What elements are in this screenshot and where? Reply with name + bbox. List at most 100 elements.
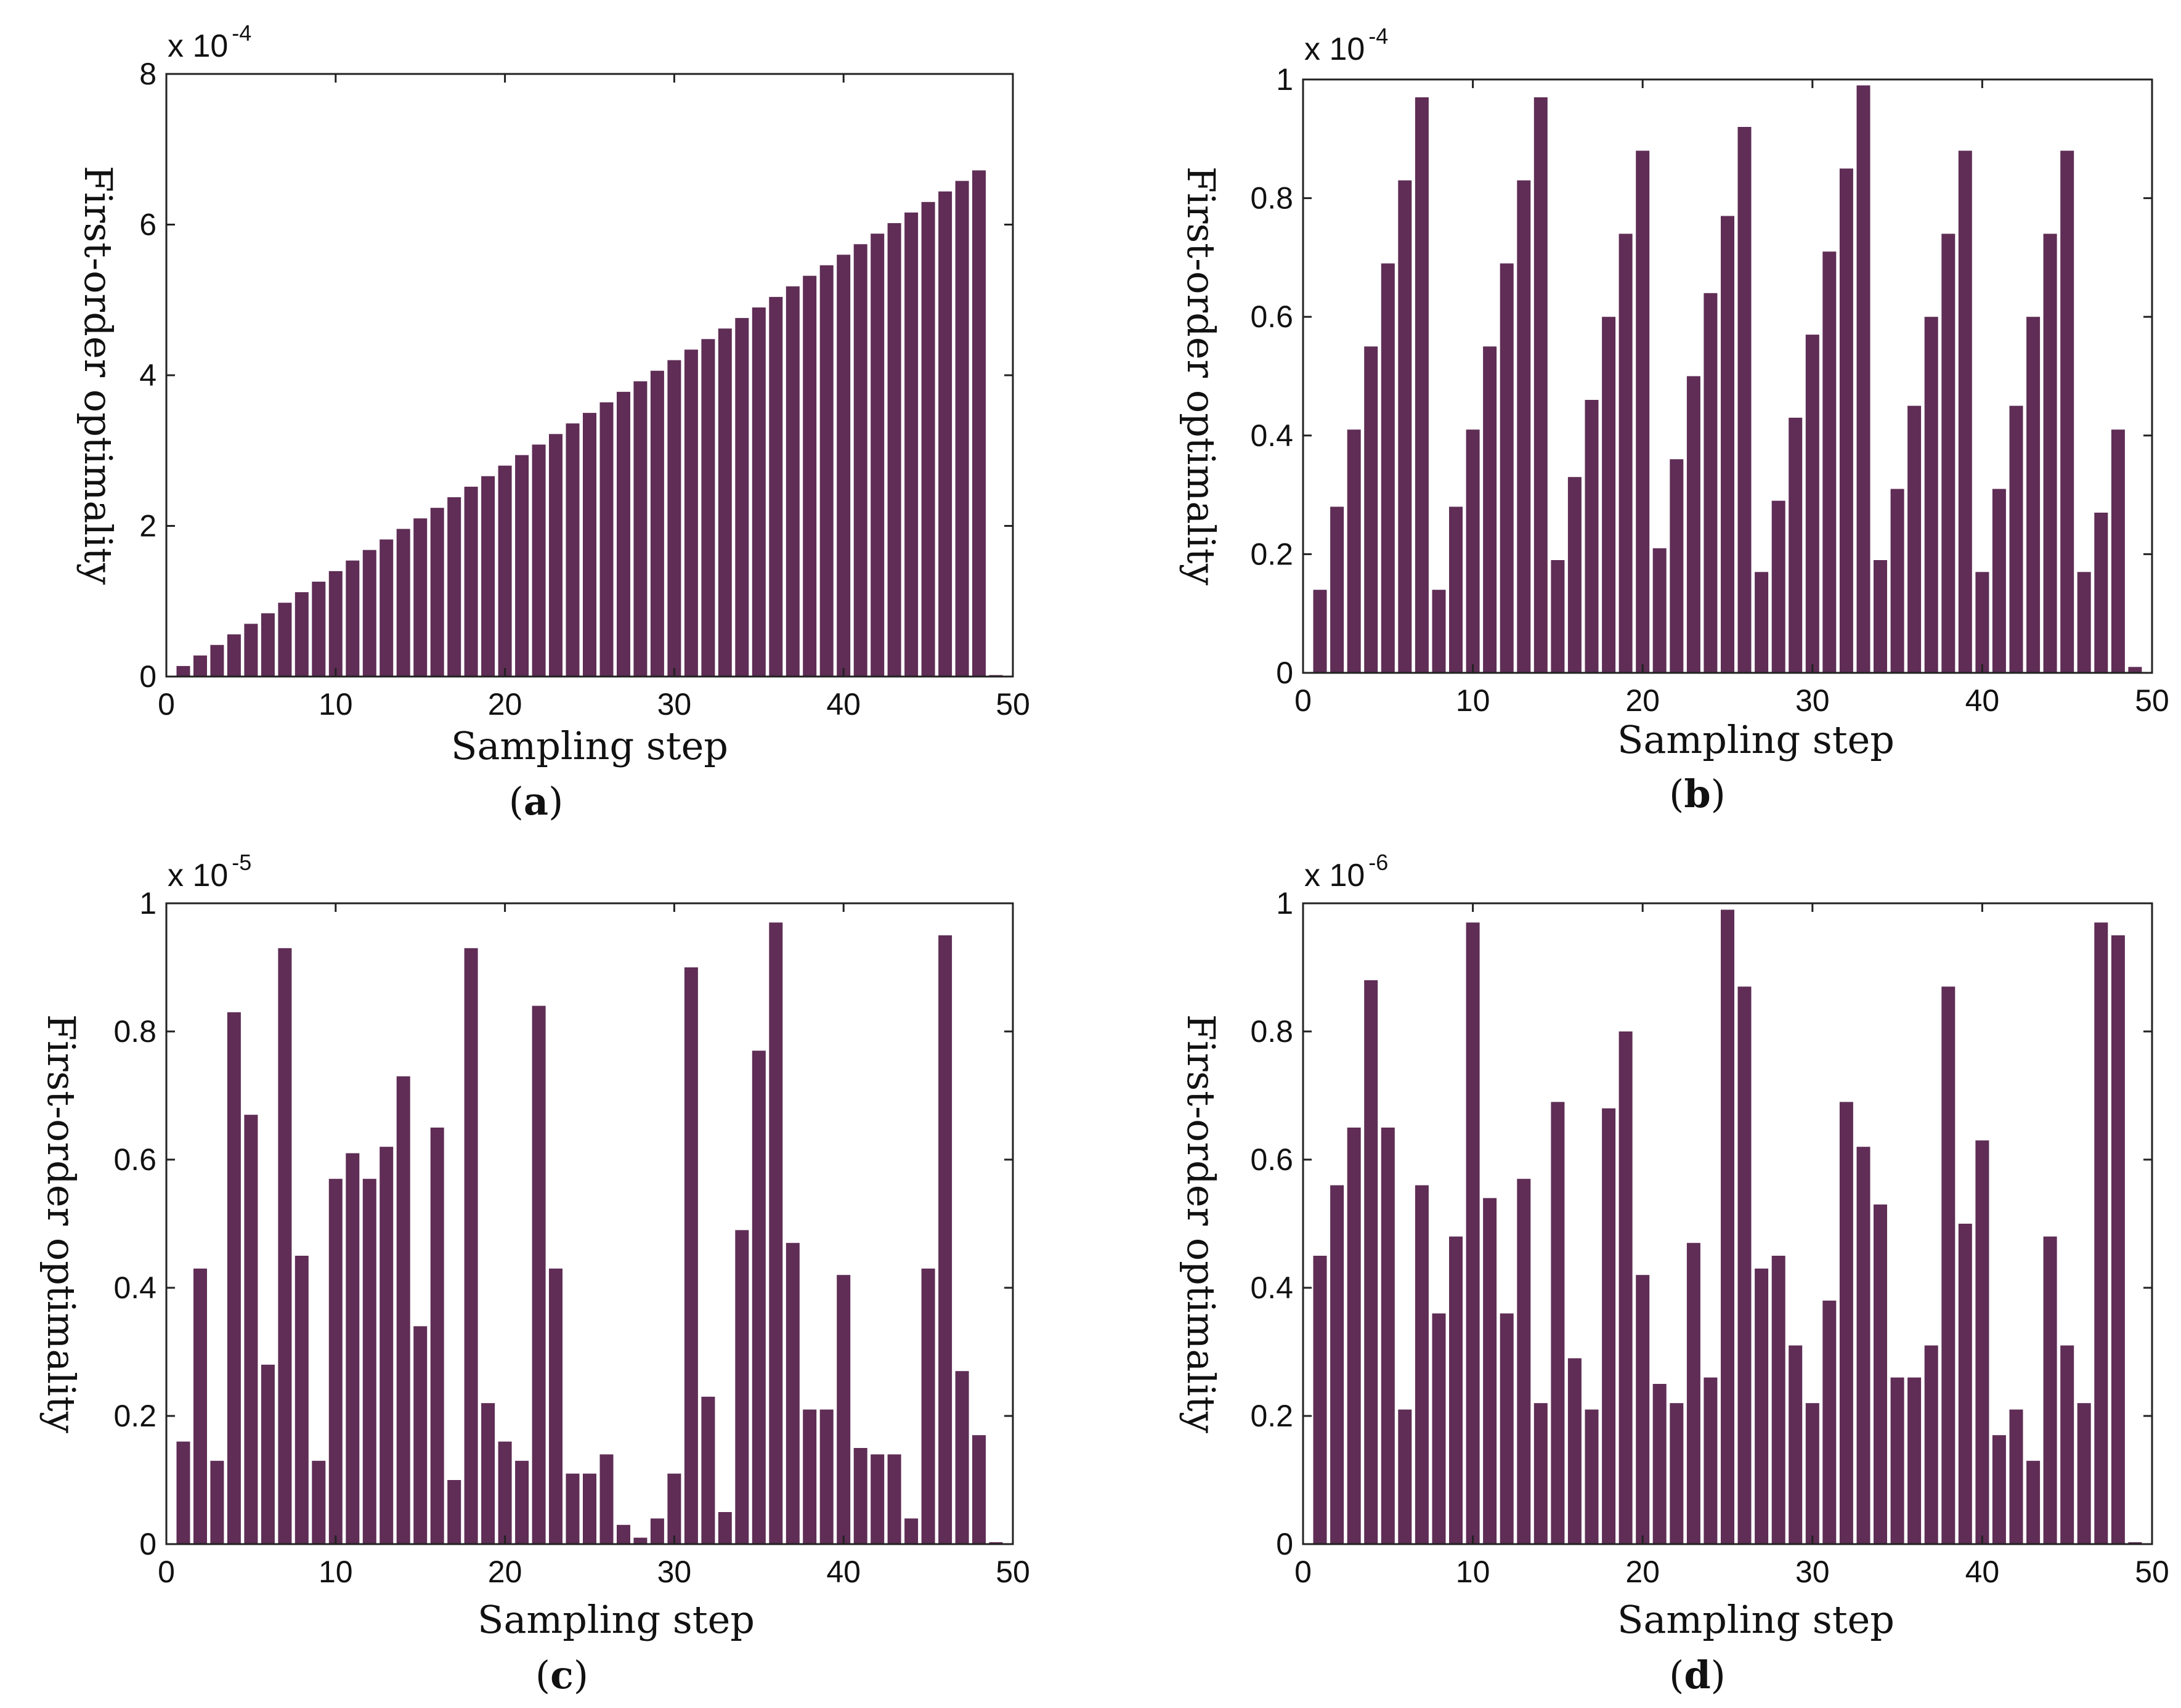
panel-d-bar-3 — [1347, 1128, 1361, 1544]
panel-d-bar-48 — [2111, 935, 2125, 1544]
panel-d-bar-4 — [1364, 980, 1378, 1544]
panel-c-bar-14 — [396, 1076, 410, 1544]
panel-c-bar-4 — [227, 1012, 241, 1544]
panel-b-bar-3 — [1347, 429, 1361, 673]
panel-b-bar-47 — [2094, 513, 2108, 673]
panel-b-y-axis-label: First-order optimality — [1179, 166, 1224, 585]
panel-a-bar-21 — [515, 455, 529, 677]
panel-d-bar-39 — [1958, 1224, 1972, 1544]
panel-d-bar-35 — [1890, 1377, 1904, 1544]
panel-b-bar-20 — [1636, 150, 1650, 673]
panel-b-bars — [1313, 85, 2142, 673]
panel-a-bar-12 — [362, 550, 376, 677]
panel-a-bars — [176, 170, 1003, 677]
panel-c-bar-21 — [515, 1460, 529, 1544]
panel-d-x-tick-label: 50 — [2135, 1555, 2169, 1589]
panel-a: 0 10 20 30 40 50 0 2 4 6 8 x 10 -4 First-order opti… — [76, 20, 1030, 824]
panel-c-bar-23 — [549, 1268, 563, 1544]
panel-d-bar-10 — [1466, 922, 1480, 1544]
panel-d-bar-25 — [1721, 909, 1734, 1544]
panel-c-bars — [176, 922, 1003, 1544]
panel-d-y-tick-label: 0.4 — [1250, 1271, 1293, 1305]
panel-c-y-tick-label: 0.8 — [113, 1014, 156, 1049]
panel-b-y-tick-label: 0.2 — [1250, 537, 1293, 571]
panel-b-bar-17 — [1585, 400, 1599, 673]
panel-c-bar-36 — [769, 922, 783, 1544]
panel-b-bar-15 — [1551, 560, 1565, 673]
panel-c-x-tick-label: 30 — [657, 1555, 692, 1589]
panel-b-bar-25 — [1721, 216, 1734, 673]
panel-b-bar-42 — [2009, 405, 2023, 673]
panel-b-bar-43 — [2026, 317, 2041, 673]
panel-a-bar-29 — [650, 370, 664, 677]
panel-b-bar-22 — [1670, 459, 1684, 673]
panel-c-bar-26 — [599, 1454, 614, 1544]
panel-c-bar-31 — [684, 967, 698, 1544]
panel-d-bar-40 — [1975, 1140, 1989, 1544]
panel-c-x-tick-label: 20 — [488, 1555, 522, 1589]
panel-d-bar-36 — [1907, 1377, 1922, 1544]
panel-a-bar-25 — [583, 413, 596, 677]
panel-c-bar-7 — [278, 948, 292, 1544]
panel-a-bar-45 — [921, 201, 935, 677]
panel-d: 0 10 20 30 40 50 0 0.2 0.4 0.6 0.8 1 x 10 -6 First-o… — [1179, 850, 2169, 1698]
panel-a-bar-24 — [566, 423, 580, 677]
panel-d-bar-42 — [2009, 1409, 2023, 1544]
panel-a-bar-19 — [481, 476, 495, 677]
panel-d-bar-45 — [2060, 1345, 2074, 1544]
panel-c-y-axis-label: First-order optimality — [39, 1014, 84, 1433]
panel-b-x-tick-label: 30 — [1795, 683, 1830, 718]
panel-b-bar-13 — [1517, 180, 1531, 673]
panel-b-bar-39 — [1958, 150, 1972, 673]
panel-c-x-tick-label: 10 — [319, 1555, 353, 1589]
panel-b-bar-40 — [1975, 572, 1989, 673]
panel-a-bar-16 — [430, 508, 444, 677]
panel-c-y-tick-label: 0 — [139, 1527, 156, 1561]
panel-d-bar-5 — [1381, 1128, 1395, 1544]
panel-b-bar-37 — [1924, 317, 1938, 673]
panel-b-multiplier: x 10 -4 — [1304, 23, 1388, 67]
panel-c-bar-25 — [583, 1473, 596, 1544]
panel-a-bar-46 — [938, 191, 952, 677]
panel-d-x-tick-label: 0 — [1294, 1555, 1312, 1589]
panel-c-bar-29 — [650, 1518, 664, 1544]
panel-d-bar-43 — [2026, 1460, 2041, 1544]
panel-a-bar-38 — [803, 275, 817, 677]
panel-a-bar-11 — [346, 560, 360, 677]
panel-d-bar-30 — [1805, 1403, 1819, 1544]
panel-c-bar-43 — [887, 1454, 901, 1544]
panel-a-x-tick-label: 50 — [996, 687, 1030, 722]
panel-c-bar-32 — [701, 1396, 715, 1544]
panel-a-multiplier: x 10 -4 — [168, 20, 251, 64]
panel-d-bars — [1313, 909, 2142, 1544]
panel-d-bar-19 — [1618, 1031, 1633, 1544]
panel-a-y-tick-label: 8 — [139, 57, 156, 91]
panel-c-bar-46 — [938, 935, 952, 1544]
panel-a-caption: (a) — [509, 779, 564, 824]
panel-d-x-axis-label: Sampling step — [1617, 1597, 1895, 1642]
panel-d-bar-33 — [1856, 1147, 1870, 1544]
panel-c-bar-41 — [853, 1448, 867, 1544]
panel-a-bar-48 — [972, 170, 986, 677]
panel-c-bar-1 — [176, 1441, 190, 1544]
panel-b-x-axis-label: Sampling step — [1617, 717, 1895, 762]
panel-d-bar-38 — [1941, 986, 1956, 1544]
panel-c-bar-34 — [735, 1230, 749, 1544]
panel-a-bar-47 — [955, 181, 969, 677]
panel-b-y-tick-label: 1 — [1276, 62, 1293, 97]
panel-b-bar-11 — [1483, 346, 1497, 673]
panel-d-bar-37 — [1924, 1345, 1938, 1544]
panel-c-bar-49 — [989, 1542, 1003, 1544]
panel-a-bar-33 — [718, 328, 732, 677]
panel-c-bar-45 — [921, 1268, 935, 1544]
panel-a-bar-1 — [176, 665, 190, 677]
panel-b-bar-27 — [1755, 572, 1769, 673]
panel-b-y-tick-label: 0 — [1276, 656, 1293, 690]
panel-c-bar-22 — [532, 1006, 546, 1544]
panel-a-bar-5 — [244, 624, 258, 677]
panel-c-bar-6 — [261, 1364, 275, 1544]
panel-b-x-tick-label: 50 — [2135, 683, 2169, 718]
panel-c-bar-48 — [972, 1435, 986, 1544]
panel-d-bar-41 — [1992, 1435, 2006, 1544]
